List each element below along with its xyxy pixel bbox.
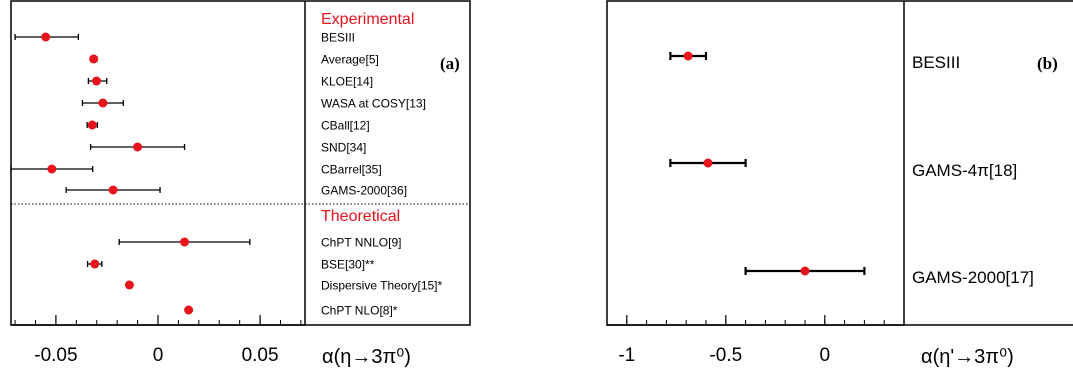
- a-row-label: BSE[30]**: [321, 258, 375, 272]
- panel-b-tag: (b): [1037, 54, 1058, 73]
- a-point-marker: [180, 237, 190, 247]
- a-tick-label: 0: [153, 345, 164, 366]
- a-row-label: ChPT NLO[8]*: [321, 304, 398, 318]
- a-row-label: GAMS-2000[36]: [321, 184, 407, 198]
- b-tick-label: -1: [618, 345, 635, 366]
- a-point-marker: [124, 280, 134, 290]
- a-row-label: WASA at COSY[13]: [321, 97, 426, 111]
- panel-a-tag: (a): [440, 54, 460, 73]
- panel-a-row-labels: BESIII Average[5] KLOE[14] WASA at COSY[13]…: [321, 31, 442, 318]
- b-row-label: BESIII: [912, 53, 960, 72]
- a-tick-label: 0.05: [242, 345, 279, 366]
- panel-b-marks: [669, 51, 866, 276]
- a-row-label: Average[5]: [321, 53, 379, 67]
- panel-a-x-axis-title: α(η→3π⁰): [322, 346, 411, 368]
- panel-b: (b) BESIII GAMS-4π[18] GAMS-2000[17] -1 -0.…: [606, 0, 1073, 368]
- section-title-experimental: Experimental: [321, 11, 414, 28]
- panel-b-row-labels: BESIII GAMS-4π[18] GAMS-2000[17]: [912, 53, 1034, 287]
- a-row-label: BESIII: [321, 31, 355, 45]
- a-point-marker: [92, 76, 102, 86]
- a-point-marker: [98, 98, 108, 108]
- panel-a-marks: [10, 32, 251, 315]
- panel-a: Experimental Theoretical (a) BESIII Avera…: [10, 0, 471, 368]
- a-point-marker: [90, 259, 100, 269]
- a-row-label: ChPT NNLO[9]: [321, 236, 401, 250]
- b-point-marker: [683, 51, 693, 61]
- a-row-label: Dispersive Theory[15]*: [321, 279, 442, 293]
- a-point-marker: [184, 305, 194, 315]
- a-row-label: CBall[12]: [321, 119, 370, 133]
- a-row-label: KLOE[14]: [321, 75, 373, 89]
- a-point-marker: [89, 54, 99, 64]
- panel-b-x-axis: -1 -0.5 0: [607, 315, 904, 366]
- panel-b-x-axis-title: α(η'→3π⁰): [921, 346, 1014, 368]
- b-point-marker: [703, 158, 713, 168]
- a-point-marker: [108, 185, 118, 195]
- panel-a-frame: [10, 0, 471, 326]
- panel-a-x-axis: -0.05 0 0.05: [11, 315, 305, 366]
- a-point-marker: [41, 32, 51, 42]
- b-row-label: GAMS-4π[18]: [912, 161, 1017, 180]
- a-point-marker: [47, 164, 57, 174]
- b-point-marker: [800, 266, 810, 276]
- b-row-label: GAMS-2000[17]: [912, 268, 1034, 287]
- section-title-theoretical: Theoretical: [321, 208, 400, 225]
- b-tick-label: 0: [820, 345, 831, 366]
- a-point-marker: [87, 120, 97, 130]
- a-row-label: CBarrel[35]: [321, 163, 382, 177]
- a-row-label: SND[34]: [321, 141, 366, 155]
- b-tick-label: -0.5: [709, 345, 742, 366]
- a-point-marker: [133, 142, 143, 152]
- a-tick-label: -0.05: [34, 345, 77, 366]
